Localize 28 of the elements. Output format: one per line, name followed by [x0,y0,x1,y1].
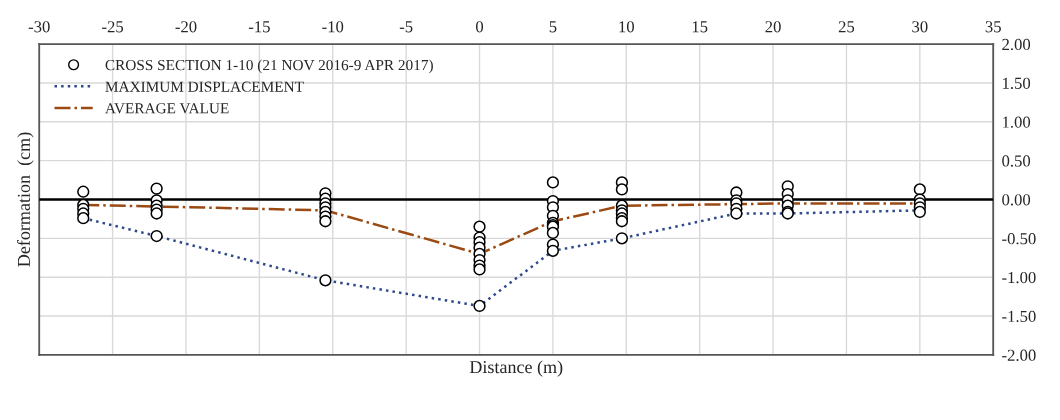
y-tick-label: 1.00 [1003,116,1031,128]
x-tick-label: 10 [619,21,634,33]
x-tick-label: -5 [399,21,413,33]
x-tick-label: 20 [765,21,781,33]
x-tick-label: 15 [692,21,708,33]
x-tick-label: -25 [102,21,124,33]
y-axis-title: Deformation (cm) [17,132,34,267]
y-tick-label: -0.50 [1002,233,1036,245]
x-tick-label: -15 [248,21,270,33]
x-tick-label: 5 [549,21,557,33]
x-tick-label: -30 [28,21,50,33]
x-tick-label: 35 [985,21,1001,33]
y-tick-label: 2.00 [1002,38,1031,51]
x-tick-label: -20 [175,21,197,33]
y-tick-label: -2.00 [1002,349,1036,361]
x-tick-label: -10 [322,21,344,33]
x-tick-label: 30 [912,21,928,33]
y-tick-label: 0.00 [1002,194,1031,206]
legend-label: AVERAGE VALUE [105,103,229,114]
y-tick-label: -1.00 [1002,271,1036,284]
legend-label: MAXIMUM DISPLACEMENT [105,81,304,92]
y-tick-label: 1.50 [1003,77,1031,89]
x-axis-title: Distance (m) [469,360,563,377]
x-tick-label: 25 [838,21,855,33]
y-tick-label: -1.50 [1002,310,1036,323]
legend-label: CROSS SECTION 1-10 (21 NOV 2016-9 APR 2017) [105,59,433,74]
x-tick-label: 0 [476,21,484,33]
y-tick-label: 0.50 [1002,155,1031,167]
